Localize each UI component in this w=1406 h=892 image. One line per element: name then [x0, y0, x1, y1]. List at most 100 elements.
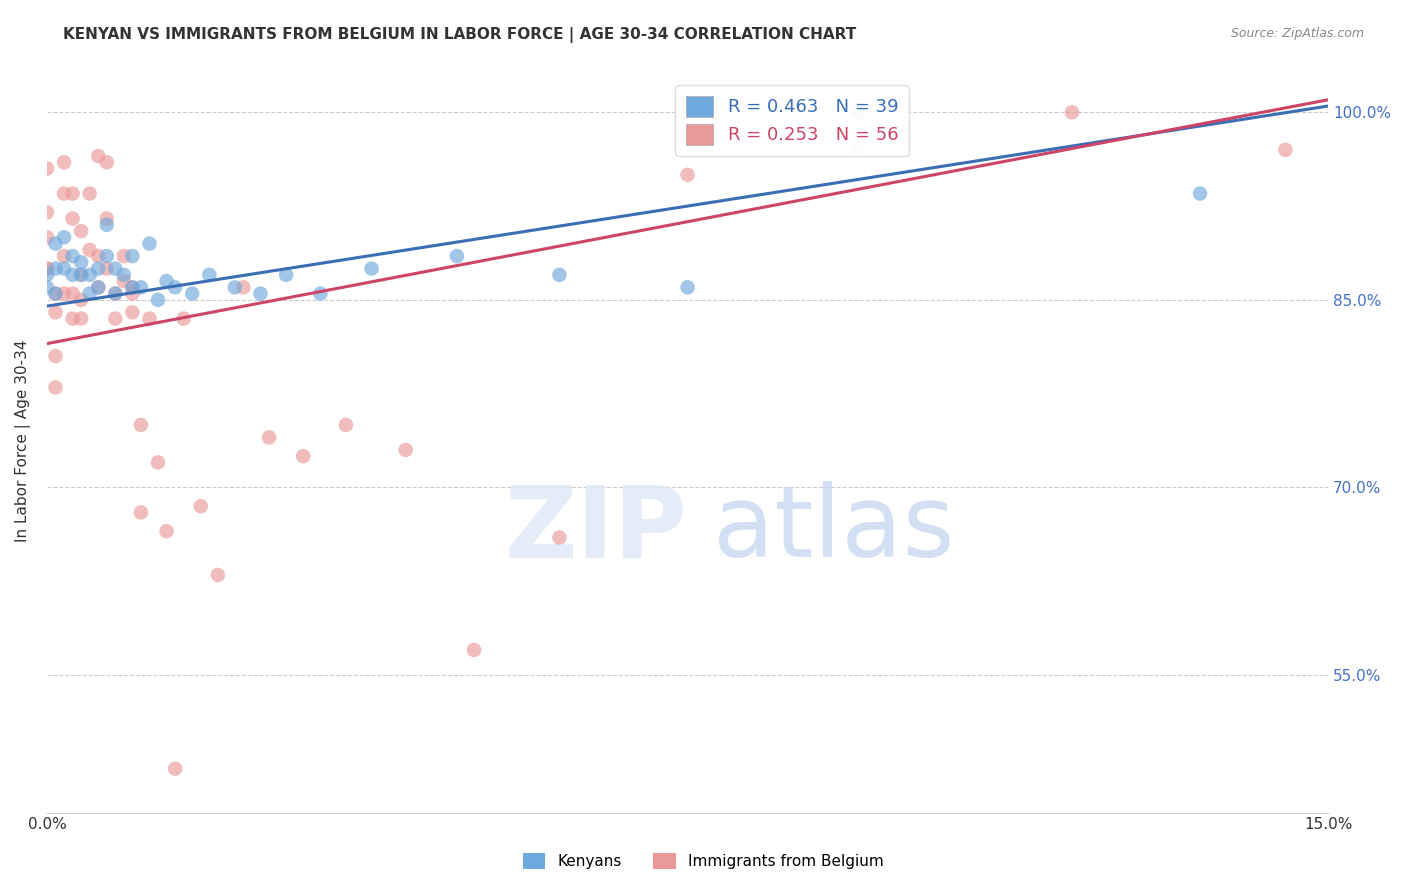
Point [87, 149, 110, 163]
Text: ZIP: ZIP [505, 482, 688, 578]
Point [121, 286, 143, 301]
Point [129, 280, 152, 294]
Point [70, 268, 93, 282]
Point [104, 261, 127, 276]
Point [62, 286, 84, 301]
Text: atlas: atlas [713, 482, 955, 578]
Point [79, 243, 101, 257]
Point [35, 205, 58, 219]
Point [224, 280, 246, 294]
Point [87, 249, 110, 263]
Point [70, 224, 93, 238]
Point [121, 280, 143, 294]
Point [96, 155, 118, 169]
Point [44, 380, 66, 394]
Point [53, 186, 76, 201]
Point [104, 286, 127, 301]
Point [1189, 186, 1212, 201]
Point [44, 286, 66, 301]
Point [676, 280, 699, 294]
Point [198, 268, 221, 282]
Point [53, 286, 76, 301]
Point [96, 218, 118, 232]
Point [207, 568, 229, 582]
Text: Source: ZipAtlas.com: Source: ZipAtlas.com [1230, 27, 1364, 40]
Point [35, 261, 58, 276]
Point [138, 311, 160, 326]
Point [35, 161, 58, 176]
Point [53, 155, 76, 169]
Text: KENYAN VS IMMIGRANTS FROM BELGIUM IN LABOR FORCE | AGE 30-34 CORRELATION CHART: KENYAN VS IMMIGRANTS FROM BELGIUM IN LAB… [63, 27, 856, 43]
Point [129, 417, 152, 432]
Point [309, 286, 332, 301]
Point [121, 305, 143, 319]
Point [87, 261, 110, 276]
Point [848, 143, 870, 157]
Point [676, 168, 699, 182]
Point [70, 311, 93, 326]
Point [190, 499, 212, 513]
Point [79, 286, 101, 301]
Point [112, 249, 135, 263]
Legend: Kenyans, Immigrants from Belgium: Kenyans, Immigrants from Belgium [516, 847, 890, 875]
Point [165, 280, 187, 294]
Point [548, 531, 571, 545]
Point [112, 268, 135, 282]
Point [121, 249, 143, 263]
Point [146, 455, 169, 469]
Legend: R = 0.463   N = 39, R = 0.253   N = 56: R = 0.463 N = 39, R = 0.253 N = 56 [675, 85, 910, 155]
Point [104, 311, 127, 326]
Point [79, 186, 101, 201]
Point [44, 236, 66, 251]
Point [129, 505, 152, 519]
Point [44, 349, 66, 363]
Point [44, 305, 66, 319]
Point [548, 268, 571, 282]
Point [53, 230, 76, 244]
Point [173, 311, 195, 326]
Point [96, 249, 118, 263]
Point [35, 280, 58, 294]
Point [848, 105, 870, 120]
Point [146, 293, 169, 307]
Point [276, 268, 298, 282]
Point [165, 762, 187, 776]
Point [155, 274, 177, 288]
Point [35, 261, 58, 276]
Point [70, 268, 93, 282]
Point [62, 268, 84, 282]
Point [62, 311, 84, 326]
Point [62, 249, 84, 263]
Point [121, 280, 143, 294]
Point [155, 524, 177, 539]
Point [96, 261, 118, 276]
Point [257, 430, 280, 444]
Point [446, 249, 468, 263]
Point [70, 293, 93, 307]
Point [138, 236, 160, 251]
Point [62, 186, 84, 201]
Point [335, 417, 357, 432]
Point [87, 280, 110, 294]
Point [292, 449, 315, 463]
Point [395, 442, 418, 457]
Point [96, 211, 118, 226]
Point [53, 249, 76, 263]
Y-axis label: In Labor Force | Age 30-34: In Labor Force | Age 30-34 [15, 339, 31, 541]
Point [463, 643, 485, 657]
Point [1274, 143, 1296, 157]
Point [53, 261, 76, 276]
Point [35, 268, 58, 282]
Point [1060, 105, 1083, 120]
Point [87, 280, 110, 294]
Point [181, 286, 204, 301]
Point [44, 286, 66, 301]
Point [232, 280, 254, 294]
Point [360, 261, 382, 276]
Point [70, 255, 93, 269]
Point [35, 230, 58, 244]
Point [44, 261, 66, 276]
Point [249, 286, 271, 301]
Point [104, 286, 127, 301]
Point [112, 274, 135, 288]
